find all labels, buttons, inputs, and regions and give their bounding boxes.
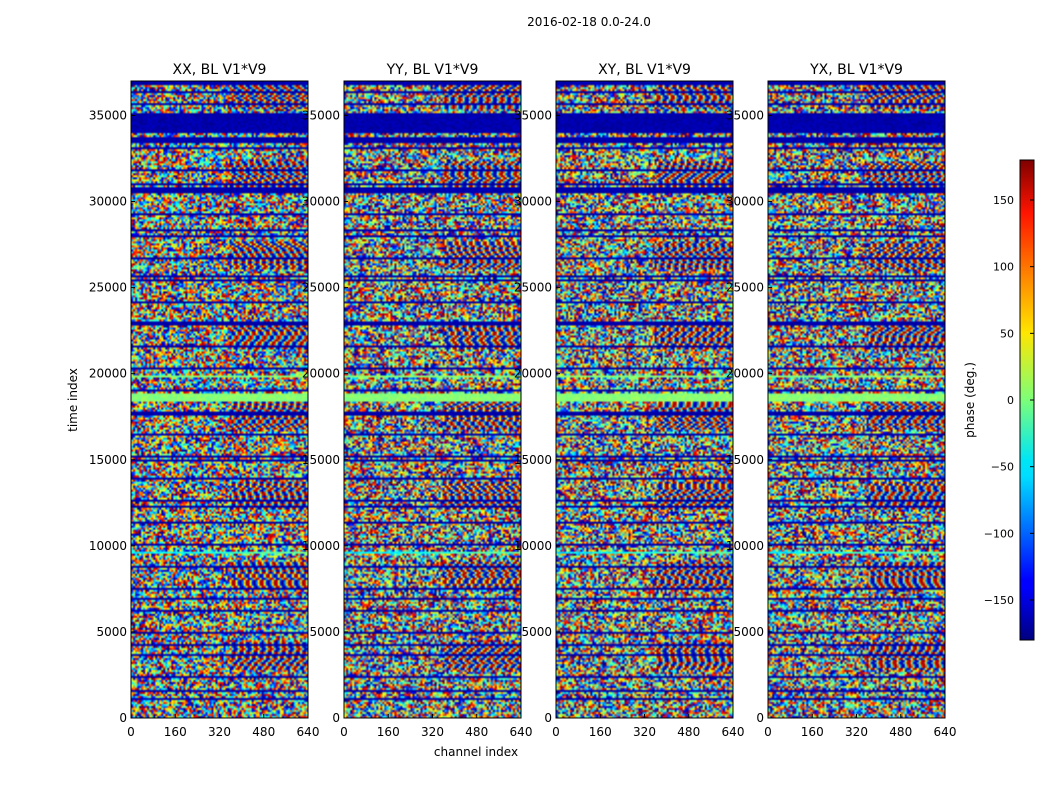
y-tick-label: 15000 bbox=[514, 453, 552, 467]
colorbar-tick-label: 50 bbox=[1000, 327, 1014, 340]
x-tick-label: 0 bbox=[764, 725, 772, 739]
colorbar-tick-label: −100 bbox=[984, 527, 1014, 540]
y-tick-label: 20000 bbox=[302, 367, 340, 381]
colorbar-tick-label: −150 bbox=[984, 594, 1014, 607]
y-tick-label: 35000 bbox=[514, 108, 552, 122]
y-tick-label: 5000 bbox=[521, 625, 552, 639]
y-tick-label: 20000 bbox=[514, 367, 552, 381]
x-tick-label: 320 bbox=[421, 725, 444, 739]
x-tick-label: 640 bbox=[297, 725, 320, 739]
y-tick-label: 30000 bbox=[89, 195, 127, 209]
x-tick-label: 160 bbox=[801, 725, 824, 739]
y-tick-label: 15000 bbox=[302, 453, 340, 467]
y-tick-label: 10000 bbox=[726, 539, 764, 553]
panel-1: XX, BL V1*V9 0 160 320 480 640 0 5000 10000 15000… bbox=[89, 62, 320, 739]
colorbar-tick-label: −50 bbox=[991, 461, 1014, 474]
y-tick-label: 5000 bbox=[309, 625, 340, 639]
panel-3-heatmap bbox=[556, 81, 733, 718]
y-tick-label: 20000 bbox=[89, 367, 127, 381]
y-tick-label: 30000 bbox=[726, 195, 764, 209]
colorbar: −150 −100 −50 0 50 100 150 phase (deg.) bbox=[963, 159, 1035, 641]
y-tick-label: 25000 bbox=[514, 281, 552, 295]
y-tick-label: 20000 bbox=[726, 367, 764, 381]
colorbar-tick-label: 150 bbox=[993, 194, 1014, 207]
x-tick-label: 640 bbox=[510, 725, 533, 739]
x-tick-label: 480 bbox=[889, 725, 912, 739]
y-tick-label: 35000 bbox=[726, 108, 764, 122]
y-tick-label: 10000 bbox=[302, 539, 340, 553]
x-tick-label: 480 bbox=[677, 725, 700, 739]
panel-3: XY, BL V1*V9 0 160 320 480 640 0 5000 10000 15000… bbox=[514, 62, 745, 739]
x-tick-label: 320 bbox=[208, 725, 231, 739]
colorbar-ticks: −150 −100 −50 0 50 100 150 bbox=[984, 194, 1034, 607]
y-tick-label: 15000 bbox=[89, 453, 127, 467]
y-tick-label: 30000 bbox=[514, 195, 552, 209]
colorbar-tick-label: 0 bbox=[1007, 394, 1014, 407]
colorbar-label: phase (deg.) bbox=[963, 362, 977, 438]
x-tick-label: 320 bbox=[845, 725, 868, 739]
x-tick-label: 0 bbox=[552, 725, 560, 739]
y-tick-label: 0 bbox=[756, 711, 764, 725]
x-tick-label: 0 bbox=[127, 725, 135, 739]
panel-3-title: XY, BL V1*V9 bbox=[598, 62, 691, 78]
y-tick-label: 10000 bbox=[514, 539, 552, 553]
x-tick-label: 0 bbox=[340, 725, 348, 739]
y-tick-label: 25000 bbox=[302, 281, 340, 295]
y-tick-label: 0 bbox=[332, 711, 340, 725]
x-tick-label: 160 bbox=[377, 725, 400, 739]
y-tick-label: 5000 bbox=[733, 625, 764, 639]
y-tick-label: 5000 bbox=[96, 625, 127, 639]
y-tick-label: 35000 bbox=[89, 108, 127, 122]
y-tick-label: 25000 bbox=[726, 281, 764, 295]
x-tick-label: 480 bbox=[465, 725, 488, 739]
x-tick-label: 480 bbox=[252, 725, 275, 739]
figure-title: 2016-02-18 0.0-24.0 bbox=[527, 15, 651, 29]
x-tick-label: 160 bbox=[589, 725, 612, 739]
x-tick-label: 160 bbox=[164, 725, 187, 739]
panels-group: XX, BL V1*V9 0 160 320 480 640 0 5000 10000 15000… bbox=[89, 62, 957, 739]
panel-4: YX, BL V1*V9 0 160 320 480 640 0 5000 10000 15000… bbox=[726, 62, 957, 739]
x-tick-label: 320 bbox=[633, 725, 656, 739]
y-tick-label: 25000 bbox=[89, 281, 127, 295]
colorbar-tick-label: 100 bbox=[993, 261, 1014, 274]
panel-2-title: YY, BL V1*V9 bbox=[386, 62, 479, 78]
y-tick-label: 15000 bbox=[726, 453, 764, 467]
panel-4-title: YX, BL V1*V9 bbox=[809, 62, 903, 78]
panel-2-heatmap bbox=[344, 81, 521, 718]
panel-1-heatmap bbox=[131, 81, 308, 718]
x-tick-label: 640 bbox=[722, 725, 745, 739]
panel-4-heatmap bbox=[768, 81, 945, 718]
y-axis-label: time index bbox=[66, 368, 80, 432]
x-axis-label: channel index bbox=[434, 745, 518, 759]
y-tick-label: 0 bbox=[544, 711, 552, 725]
panel-1-title: XX, BL V1*V9 bbox=[173, 62, 267, 78]
y-tick-label: 30000 bbox=[302, 195, 340, 209]
y-tick-label: 10000 bbox=[89, 539, 127, 553]
y-tick-label: 0 bbox=[119, 711, 127, 725]
y-tick-label: 35000 bbox=[302, 108, 340, 122]
panel-2: YY, BL V1*V9 0 160 320 480 640 0 5000 10000 15000… bbox=[302, 62, 533, 739]
x-tick-label: 640 bbox=[934, 725, 957, 739]
